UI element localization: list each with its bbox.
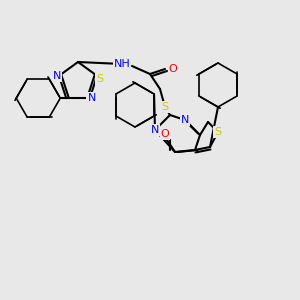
Text: N: N	[151, 125, 159, 135]
Text: O: O	[160, 129, 169, 139]
Text: S: S	[97, 74, 104, 84]
Text: S: S	[214, 127, 222, 137]
Text: N: N	[53, 71, 61, 81]
Text: O: O	[169, 64, 177, 74]
Text: S: S	[161, 102, 169, 112]
Text: NH: NH	[114, 59, 130, 69]
Text: N: N	[88, 93, 96, 103]
Text: N: N	[181, 115, 189, 125]
